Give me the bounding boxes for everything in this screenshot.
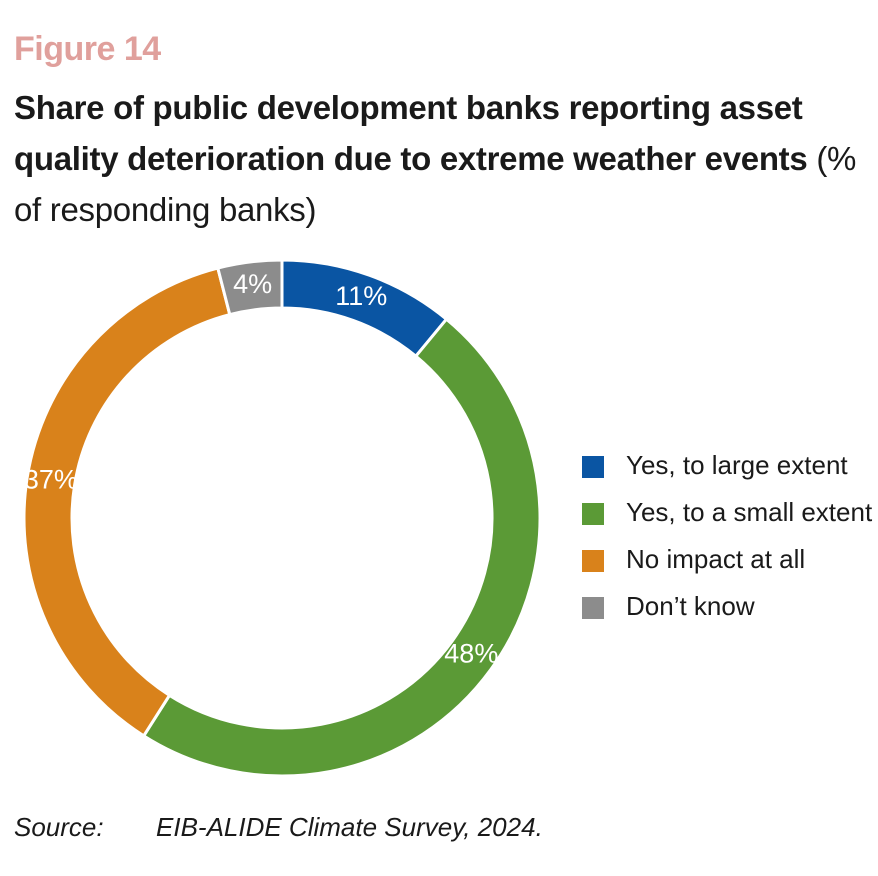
- legend-swatch: [582, 597, 604, 619]
- slice-label: 11%: [335, 281, 387, 311]
- slice-label: 37%: [24, 465, 78, 495]
- figure-label: Figure 14: [14, 30, 161, 68]
- legend-label: Yes, to a small extent: [626, 497, 873, 527]
- chart: 11% 48% 37% 4% Yes, to large extent Yes, to a…: [22, 258, 873, 778]
- legend-label: Yes, to large extent: [626, 450, 848, 480]
- chart-title: Share of public development banks report…: [14, 82, 864, 235]
- source: Source: EIB-ALIDE Climate Survey, 2024.: [14, 812, 543, 843]
- slice-label: 4%: [233, 269, 272, 299]
- legend-swatch: [582, 456, 604, 478]
- source-text: EIB-ALIDE Climate Survey, 2024.: [156, 812, 543, 842]
- title-main: Share of public development banks report…: [14, 89, 808, 177]
- legend-swatch: [582, 503, 604, 525]
- pie-slice: [216, 258, 284, 317]
- title-unit: (% of responding banks): [14, 140, 857, 228]
- source-label: Source:: [14, 812, 104, 842]
- pie-slice: [22, 266, 232, 738]
- slice-label: 48%: [444, 639, 498, 669]
- legend-label: Don’t know: [626, 591, 755, 621]
- legend-label: No impact at all: [626, 544, 805, 574]
- legend-swatch: [582, 550, 604, 572]
- pie-slice: [141, 317, 542, 778]
